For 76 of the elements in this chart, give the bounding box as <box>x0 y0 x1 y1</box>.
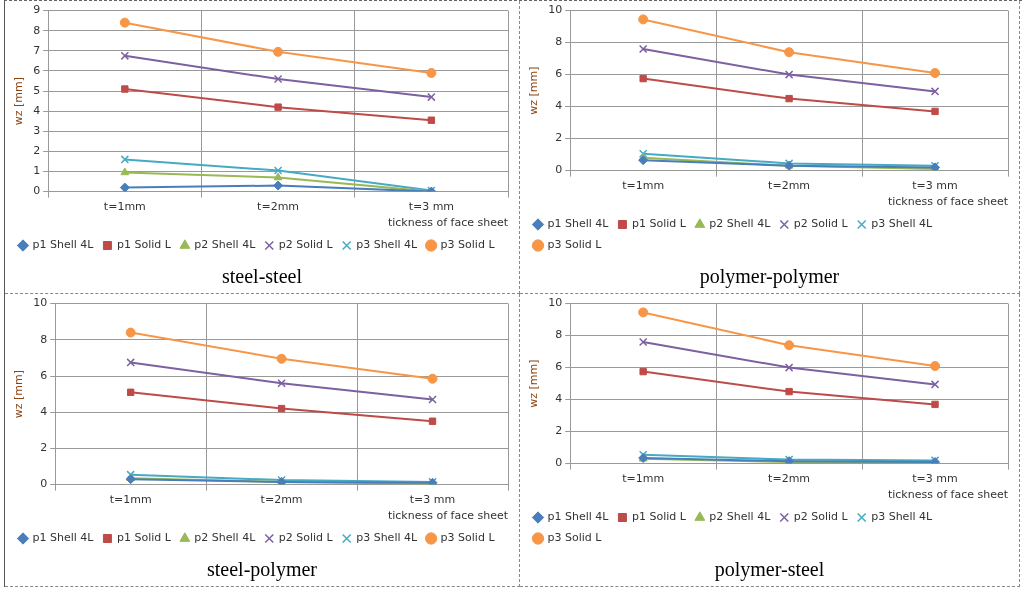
x-tick-label: t=2mm <box>260 493 303 507</box>
legend-label: p2 Solid L <box>278 531 334 545</box>
legend-label: p1 Solid L <box>116 238 172 252</box>
text: steel-polymer <box>206 557 318 583</box>
y-tick-label: 1 <box>33 164 41 178</box>
text: polymer-steel <box>713 557 826 583</box>
y-tick-label: 3 <box>33 124 41 138</box>
legend-label: p3 Solid L <box>440 531 496 545</box>
y-tick-label: 2 <box>33 144 41 158</box>
y-tick-label: 0 <box>33 184 41 198</box>
y-tick-label: 0 <box>555 456 563 470</box>
y-tick-label: 10 <box>548 296 563 310</box>
x-axis-title: tickness of face sheet <box>887 195 1009 209</box>
legend-label: p2 Shell 4L <box>709 510 772 524</box>
legend-label: p3 Shell 4L <box>871 217 933 231</box>
legend-label: p3 Solid L <box>547 238 603 252</box>
legend-label: p1 Shell 4L <box>32 238 95 252</box>
y-tick-label: 9 <box>33 3 41 17</box>
x-tick-label: t=2mm <box>768 179 811 193</box>
y-axis-title: wz [mm] <box>12 76 26 126</box>
x-tick-label: t=1mm <box>103 200 146 214</box>
legend-label: p3 Shell 4L <box>871 510 933 524</box>
y-tick-label: 7 <box>33 43 41 57</box>
legend-label: p3 Shell 4L <box>356 531 418 545</box>
y-axis-title: wz [mm] <box>527 66 541 115</box>
legend-label: p2 Solid L <box>793 510 849 524</box>
legend-label: p2 Shell 4L <box>709 217 772 231</box>
x-tick-label: t=2mm <box>257 200 300 214</box>
legend-label: p2 Shell 4L <box>194 238 257 252</box>
x-tick-label: t=2mm <box>768 472 811 486</box>
x-axis-title: tickness of face sheet <box>887 488 1009 502</box>
y-tick-label: 6 <box>555 67 563 81</box>
legend-label: p2 Shell 4L <box>194 531 257 545</box>
y-tick-label: 6 <box>33 63 41 77</box>
y-tick-label: 4 <box>33 104 41 118</box>
y-tick-label: 4 <box>40 405 48 419</box>
x-tick-label: t=3 mm <box>409 493 456 507</box>
x-tick-label: t=3 mm <box>912 472 958 486</box>
legend-label: p2 Solid L <box>793 217 849 231</box>
legend-label: p1 Solid L <box>631 217 687 231</box>
legend-label: p1 Shell 4L <box>547 217 610 231</box>
y-tick-label: 4 <box>555 99 563 113</box>
y-tick-label: 6 <box>40 368 48 382</box>
legend-label: p1 Solid L <box>116 531 172 545</box>
legend-label: p2 Solid L <box>278 238 334 252</box>
x-tick-label: t=3 mm <box>912 179 958 193</box>
y-axis-title: wz [mm] <box>527 359 541 408</box>
text: steel-steel <box>221 264 303 289</box>
y-tick-label: 2 <box>555 424 563 438</box>
y-tick-label: 8 <box>33 23 41 37</box>
y-tick-label: 2 <box>555 131 563 145</box>
y-tick-label: 6 <box>555 360 563 374</box>
x-tick-label: t=3 mm <box>408 200 455 214</box>
legend-label: p3 Shell 4L <box>356 238 418 252</box>
y-tick-label: 5 <box>33 83 41 97</box>
legend-label: p1 Solid L <box>631 510 687 524</box>
y-tick-label: 10 <box>33 296 48 310</box>
y-axis-title: wz [mm] <box>12 369 26 419</box>
y-tick-label: 8 <box>555 328 563 342</box>
legend-label: p1 Shell 4L <box>547 510 610 524</box>
legend-label: p3 Solid L <box>440 238 496 252</box>
x-axis-title: tickness of face sheet <box>387 216 509 230</box>
text: polymer-polymer <box>698 264 841 290</box>
legend-label: p3 Solid L <box>547 531 603 545</box>
y-tick-label: 8 <box>40 332 48 346</box>
x-tick-label: t=1mm <box>622 472 665 486</box>
x-tick-label: t=1mm <box>622 179 665 193</box>
x-tick-label: t=1mm <box>109 493 152 507</box>
y-tick-label: 0 <box>555 163 563 177</box>
legend-label: p1 Shell 4L <box>32 531 95 545</box>
y-tick-label: 4 <box>555 392 563 406</box>
y-tick-label: 2 <box>40 441 48 455</box>
y-tick-label: 10 <box>548 3 563 17</box>
y-tick-label: 8 <box>555 35 563 49</box>
y-tick-label: 0 <box>40 477 48 491</box>
x-axis-title: tickness of face sheet <box>387 509 509 523</box>
